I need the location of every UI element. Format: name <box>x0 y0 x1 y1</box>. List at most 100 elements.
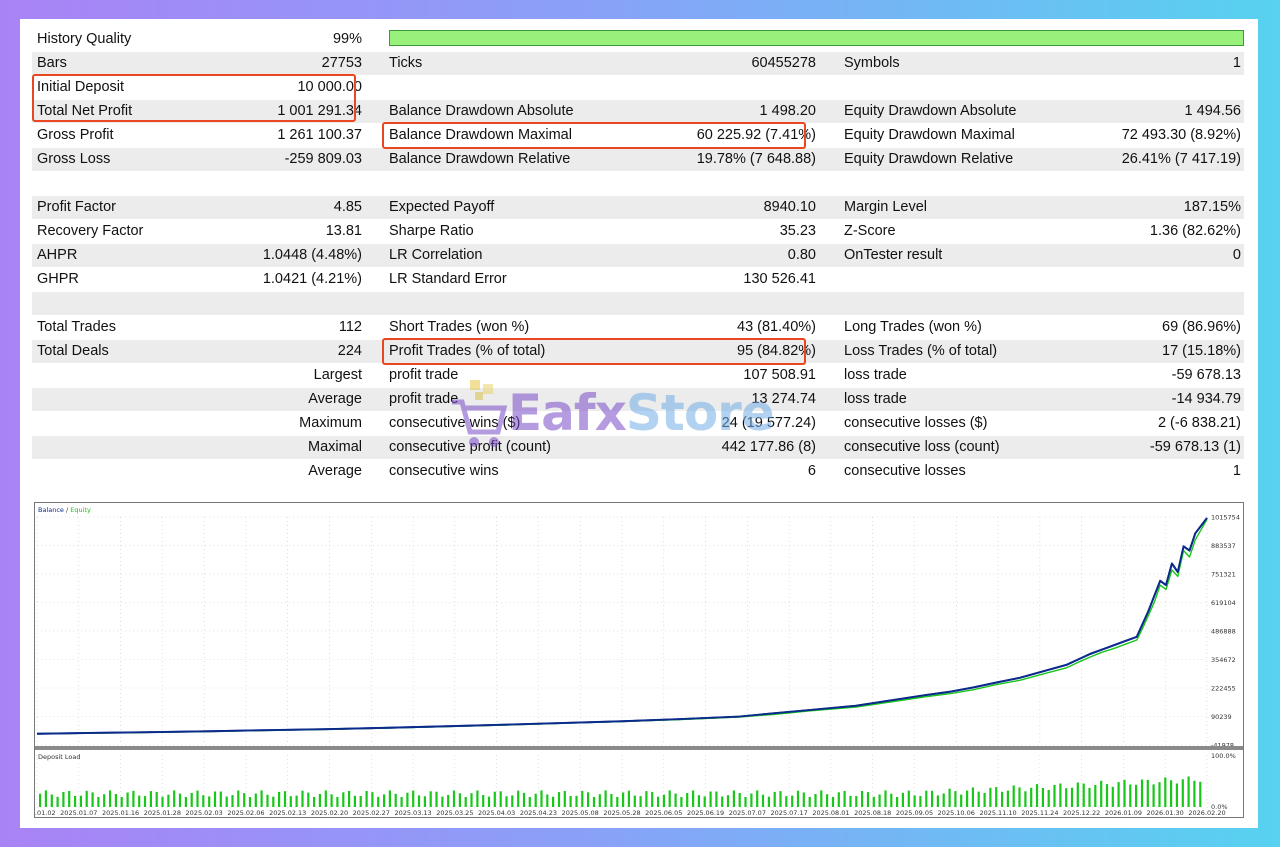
deposit-load-bar <box>1070 787 1074 807</box>
deposit-load-bar <box>295 795 298 807</box>
deposit-load-bar <box>260 790 263 807</box>
loss-trades-label: Loss Trades (% of total) <box>844 343 998 359</box>
deposit-load-bar <box>301 790 304 807</box>
recovery-factor-value: 13.81 <box>325 223 362 239</box>
deposit-load-bar <box>400 797 403 807</box>
deposit-load-bar <box>1059 783 1062 807</box>
short-trades-value: 43 (81.40%) <box>737 319 816 335</box>
deposit-load-bar <box>155 791 158 807</box>
lr-standard-error-label: LR Standard Error <box>389 271 507 287</box>
deposit-load-bar <box>831 796 835 807</box>
total-deals-value: 224 <box>337 343 362 359</box>
deposit-load-bar <box>190 793 193 807</box>
deposit-load-bar <box>942 793 945 807</box>
gross-profit-value: 1 261 100.37 <box>277 127 362 143</box>
deposit-load-bar <box>289 796 292 807</box>
deposit-load-bar <box>1170 780 1173 807</box>
deposit-load-bar <box>505 796 508 807</box>
deposit-load-bar <box>773 791 776 807</box>
legend-separator: / <box>64 506 70 514</box>
total-net-profit-label: Total Net Profit <box>37 103 133 119</box>
x-tick-label: 2025.11.10 <box>979 809 1016 817</box>
deposit-load-bar <box>1088 787 1091 807</box>
deposit-load-bar <box>79 795 82 807</box>
ticks-label: Ticks <box>389 55 423 71</box>
deposit-load-bar <box>412 790 415 807</box>
lr-correlation-label: LR Correlation <box>389 247 483 263</box>
deposit-load-bar <box>983 793 986 807</box>
deposit-load-bar <box>173 790 176 807</box>
deposit-load-bar <box>441 796 444 807</box>
deposit-load-bar <box>931 790 934 807</box>
x-tick-label: 2025.03.13 <box>394 809 431 817</box>
balance-drawdown-relative-label: Balance Drawdown Relative <box>389 151 571 167</box>
row-total-net-profit: Total Net Profit 1 001 291.34 Balance Dr… <box>32 100 1244 123</box>
deposit-load-bar <box>394 793 397 807</box>
deposit-load-bar <box>680 797 683 807</box>
row-ghpr: GHPR 1.0421 (4.21%) LR Standard Error 13… <box>32 268 1244 291</box>
consecutive-profit-count-label: consecutive profit (count) <box>389 439 551 455</box>
equity-drawdown-absolute-label: Equity Drawdown Absolute <box>844 103 1017 119</box>
chart-svg: 1015754 883537 751321 619104 486888 354672 222… <box>35 506 1243 817</box>
deposit-load-bar <box>383 794 386 807</box>
x-tick-label: 2025.01.28 <box>144 809 181 817</box>
deposit-load-bar <box>808 796 811 807</box>
deposit-load-bar <box>44 790 47 807</box>
sharpe-ratio-label: Sharpe Ratio <box>389 223 474 239</box>
deposit-load-bar <box>149 791 152 807</box>
deposit-load-bar <box>522 792 526 807</box>
deposit-load-bar <box>1018 787 1021 807</box>
deposit-load-bar <box>359 796 362 807</box>
deposit-load-bar <box>960 794 963 807</box>
deposit-load-bar <box>814 794 817 807</box>
average-label: Average <box>308 391 362 407</box>
deposit-load-bar <box>278 791 281 807</box>
deposit-load-bar <box>1035 784 1039 807</box>
deposit-load-bar <box>517 790 520 807</box>
deposit-load-bar <box>499 791 502 807</box>
consecutive-profit-count-value: 442 177.86 (8) <box>721 439 816 455</box>
deposit-load-bar <box>348 790 351 807</box>
bars-label: Bars <box>37 55 67 71</box>
deposit-load-bar <box>225 796 228 807</box>
deposit-load-bar <box>464 797 467 807</box>
x-tick-label: 2026.01.09 <box>1105 809 1142 817</box>
deposit-load-bar <box>732 790 735 807</box>
deposit-load-bar <box>283 791 287 807</box>
x-tick-label: 2025.11.24 <box>1021 809 1058 817</box>
deposit-load-bar <box>651 791 654 807</box>
loss-trades-value: 17 (15.18%) <box>1162 343 1241 359</box>
deposit-load-bar <box>371 792 374 807</box>
deposit-load-bar <box>1158 782 1161 807</box>
lr-standard-error-value: 130 526.41 <box>743 271 816 287</box>
balance-drawdown-maximal-value: 60 225.92 (7.41%) <box>696 127 816 143</box>
deposit-load-bar <box>1094 785 1097 807</box>
x-tick-label: 2025.06.05 <box>645 809 682 817</box>
symbols-value: 1 <box>1232 55 1241 71</box>
deposit-load-bar <box>633 795 636 807</box>
deposit-load-bar <box>820 790 823 807</box>
balance-equity-chart: 1015754 883537 751321 619104 486888 354672 222… <box>34 502 1244 818</box>
deposit-load-bar <box>1193 780 1196 807</box>
deposit-load-bar <box>435 791 438 807</box>
deposit-load-bar <box>417 795 421 807</box>
row-history-quality: History Quality 99% <box>32 28 1244 51</box>
deposit-load-bar <box>132 790 135 807</box>
deposit-load-bar <box>971 787 974 807</box>
deposit-load-bar <box>884 790 887 807</box>
deposit-load-bar <box>452 790 456 807</box>
deposit-load-bar <box>557 792 561 807</box>
deposit-load-bar <box>406 792 409 807</box>
deposit-load-bar <box>56 796 59 807</box>
deposit-load-bar <box>342 792 345 807</box>
deposit-load-bar <box>476 790 479 807</box>
deposit-load-bar <box>219 791 222 807</box>
y-tick-label: -41978 <box>1211 742 1234 750</box>
legend-balance: Balance <box>38 506 64 514</box>
margin-level-value: 187.15% <box>1183 199 1241 215</box>
y-tick-label: 486888 <box>1211 628 1236 636</box>
deposit-load-bar <box>1199 781 1202 807</box>
deposit-load-bar <box>849 795 852 807</box>
profit-trades-label: Profit Trades (% of total) <box>389 343 546 359</box>
deposit-load-bar <box>1146 779 1149 807</box>
